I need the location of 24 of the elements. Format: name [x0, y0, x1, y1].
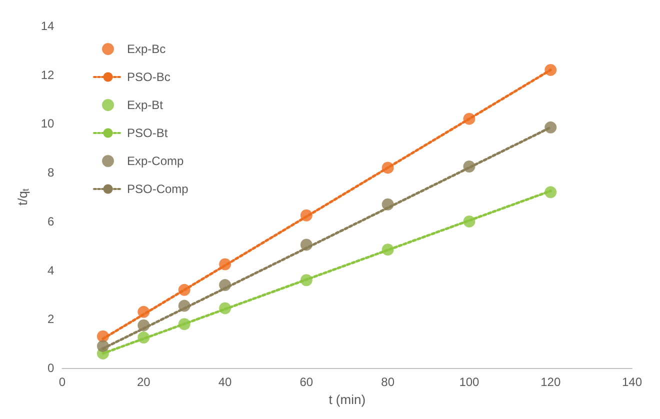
- legend-label: PSO-Bt: [127, 126, 168, 140]
- x-tick-label: 40: [218, 375, 232, 390]
- y-tick-label: 12: [40, 68, 55, 82]
- y-tick-label: 0: [48, 361, 55, 376]
- y-tick-label: 14: [40, 19, 55, 33]
- legend-label: Exp-Bc: [127, 42, 166, 56]
- legend-label: PSO-Bc: [127, 70, 170, 84]
- x-axis-title: t (min): [328, 392, 366, 407]
- x-tick-label: 80: [381, 375, 395, 390]
- y-tick-label: 4: [48, 263, 55, 278]
- legend-label: Exp-Bt: [127, 98, 164, 112]
- y-tick-label: 8: [48, 166, 55, 180]
- x-tick-label: 140: [622, 375, 642, 390]
- y-tick-label: 6: [48, 214, 55, 228]
- x-tick-label: 120: [540, 375, 561, 390]
- legend-label: Exp-Comp: [127, 154, 184, 168]
- y-axis-title: t/qt: [15, 188, 30, 206]
- y-tick-label: 10: [40, 116, 55, 131]
- x-tick-label: 0: [58, 375, 66, 390]
- legend-label: PSO-Comp: [127, 182, 189, 196]
- x-tick-label: 60: [300, 375, 314, 390]
- x-tick-label: 100: [459, 375, 480, 390]
- x-tick-label: 20: [136, 375, 151, 390]
- y-tick-label: 2: [48, 312, 55, 326]
